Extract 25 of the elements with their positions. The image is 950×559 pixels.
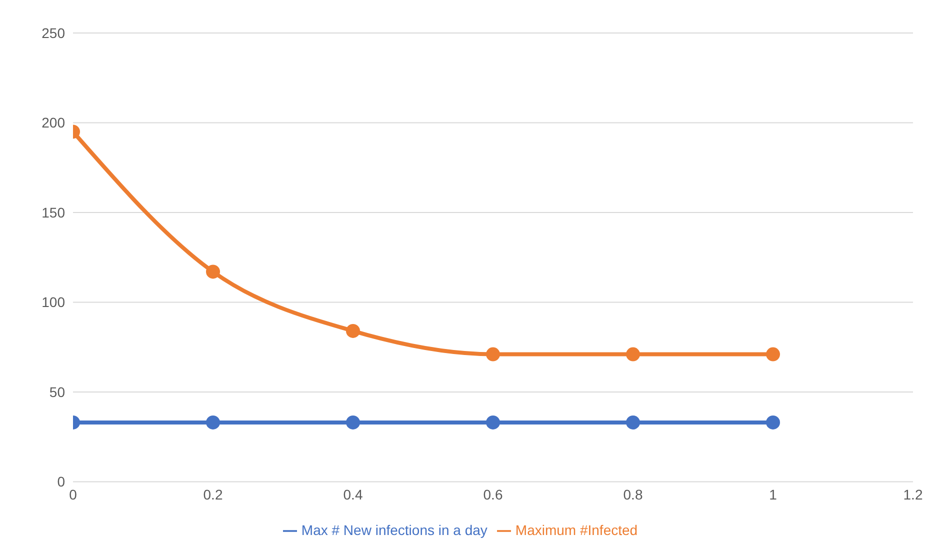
y-tick-label: 200 bbox=[42, 114, 66, 131]
y-tick-label: 100 bbox=[42, 294, 66, 310]
y-tick-label: 250 bbox=[42, 24, 66, 41]
point bbox=[626, 347, 640, 362]
point bbox=[766, 347, 780, 362]
x-tick-label: 1 bbox=[769, 486, 778, 503]
x-tick-label: 0.8 bbox=[623, 486, 643, 503]
legend-label: Max # New infections in a day bbox=[301, 522, 488, 538]
x-tick-label: 1.2 bbox=[903, 486, 923, 503]
y-tick-label: 0 bbox=[57, 474, 66, 490]
point bbox=[486, 347, 500, 362]
y-tick-label: 150 bbox=[42, 204, 66, 220]
y-tick-label: 50 bbox=[49, 384, 66, 400]
legend-label: Maximum #Infected bbox=[515, 522, 638, 538]
point bbox=[626, 415, 640, 430]
x-tick-label: 0.4 bbox=[343, 486, 363, 503]
point bbox=[206, 415, 220, 430]
point bbox=[486, 415, 500, 430]
x-tick-label: 0 bbox=[69, 486, 78, 503]
point bbox=[346, 415, 360, 430]
x-tick-label: 0.2 bbox=[203, 486, 223, 503]
point bbox=[206, 264, 220, 279]
point bbox=[346, 324, 360, 338]
x-tick-label: 0.6 bbox=[483, 486, 503, 503]
point bbox=[766, 415, 780, 430]
